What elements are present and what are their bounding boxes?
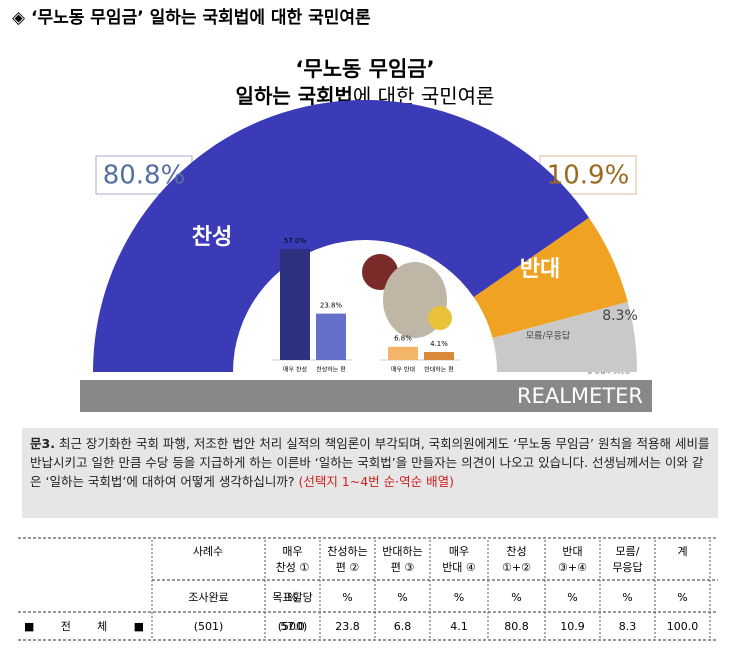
table-cell: (501): [194, 620, 224, 633]
table-subheader: 조사완료: [188, 591, 228, 604]
info-title: 일하는 국회법에 대한 국민여론: [236, 84, 495, 108]
question-label: 문3.: [30, 436, 55, 451]
table-cell: 23.8: [335, 620, 360, 633]
gauge-segment: [93, 100, 590, 373]
page-title: ◈ ‘무노동 무임금’ 일하는 국회법에 대한 국민여론: [12, 7, 371, 28]
gauge-label: 찬성: [192, 225, 232, 250]
table-header: ③+④: [558, 561, 587, 574]
table-cell: 8.3: [619, 620, 637, 633]
table-header: 계: [677, 545, 687, 558]
bar: [424, 352, 454, 360]
table-cell: (500): [278, 620, 308, 633]
brand-band: [80, 380, 652, 412]
question-note: (선택지 1~4번 순·역순 배열): [298, 474, 454, 489]
gauge-value-label: 8.3%: [602, 308, 638, 324]
table-header: 반대하는: [382, 544, 422, 558]
table-cell: 10.9: [560, 620, 585, 633]
table-header: 매우: [282, 545, 302, 558]
gauge-label: 반대: [520, 257, 560, 282]
table-unit: %: [511, 591, 521, 604]
table-header: 반대 ④: [442, 561, 476, 574]
gauge-segment: [492, 301, 637, 372]
table-cell: 6.8: [394, 620, 412, 633]
table-cell: 57.0: [280, 620, 305, 633]
gauge-segment: [473, 217, 628, 338]
table-cell: 100.0: [667, 620, 699, 633]
table-header: ①+②: [502, 561, 531, 574]
table-unit: %: [677, 591, 687, 604]
table-header: 찬성 ①: [276, 560, 310, 574]
table-header: 무응답: [612, 561, 642, 574]
table-subheader: 목표할당: [272, 591, 312, 604]
gauge-label: 모름/무응답: [526, 330, 570, 342]
info-title: ‘무노동 무임금’: [295, 57, 434, 81]
bar: [316, 313, 346, 360]
table-header: 편 ②: [336, 561, 360, 574]
brand: REALMETER: [517, 384, 643, 408]
table-unit: %: [342, 591, 352, 604]
bar-value-label: 23.8%: [320, 302, 343, 310]
coin: [428, 306, 452, 330]
table-header: 모름/: [616, 545, 640, 558]
table-row-label: ■ 전 체 ■: [24, 620, 144, 633]
table-header: 찬성: [506, 544, 526, 558]
table-header: 반대: [562, 545, 582, 558]
table-header: 편 ③: [391, 561, 415, 574]
table-unit: %: [567, 591, 577, 604]
gauge-value-label: 80.8%: [103, 161, 186, 191]
bar-category: 반대하는 편: [424, 366, 454, 374]
question-box: 문3. 최근 장기화한 국회 파행, 저조한 법안 처리 실적의 책임론이 부각되…: [22, 428, 718, 518]
table-unit: %: [454, 591, 464, 604]
table-cell: 4.1: [450, 620, 468, 633]
bar-value-label: 6.8%: [394, 335, 412, 343]
table-cell: 80.8: [504, 620, 529, 633]
table-unit: %: [622, 591, 632, 604]
gauge-value-label: 10.9%: [547, 161, 630, 191]
bar-category: 찬성하는 편: [316, 366, 346, 374]
bar-category: 매우 찬성: [283, 366, 307, 374]
table-unit: %: [397, 591, 407, 604]
bar-value-label: 57.0%: [284, 237, 307, 245]
bar-value-label: 4.1%: [430, 340, 448, 348]
table-header: 매우: [449, 545, 469, 558]
table-header: 사례수: [193, 545, 223, 558]
table-header: 찬성하는: [327, 544, 367, 558]
bar: [280, 248, 310, 360]
bar: [388, 346, 418, 360]
table-unit: %: [287, 591, 297, 604]
bar-category: 매우 반대: [391, 366, 415, 374]
question-text: 최근 장기화한 국회 파행, 저조한 법안 처리 실적의 책임론이 부각되며, …: [30, 436, 710, 489]
